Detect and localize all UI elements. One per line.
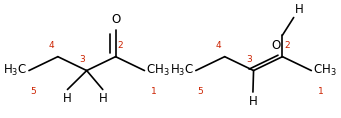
Text: CH$_3$: CH$_3$ bbox=[146, 63, 170, 78]
Text: 2: 2 bbox=[117, 41, 123, 50]
Text: 1: 1 bbox=[151, 87, 157, 96]
Text: O: O bbox=[271, 39, 281, 52]
Text: CH$_3$: CH$_3$ bbox=[313, 63, 337, 78]
Text: 3: 3 bbox=[79, 55, 85, 64]
Text: H: H bbox=[249, 95, 257, 108]
Text: H$_3$C: H$_3$C bbox=[3, 63, 27, 78]
Text: 5: 5 bbox=[197, 87, 203, 96]
Text: H$_3$C: H$_3$C bbox=[170, 63, 194, 78]
Text: H: H bbox=[98, 92, 107, 105]
Text: 1: 1 bbox=[318, 87, 324, 96]
Text: 4: 4 bbox=[49, 41, 55, 50]
Text: 5: 5 bbox=[31, 87, 36, 96]
Text: O: O bbox=[111, 13, 120, 26]
Text: 4: 4 bbox=[216, 41, 222, 50]
Text: 3: 3 bbox=[246, 55, 252, 64]
Text: H: H bbox=[63, 92, 72, 105]
Text: 2: 2 bbox=[284, 41, 290, 50]
Text: H: H bbox=[295, 3, 304, 16]
